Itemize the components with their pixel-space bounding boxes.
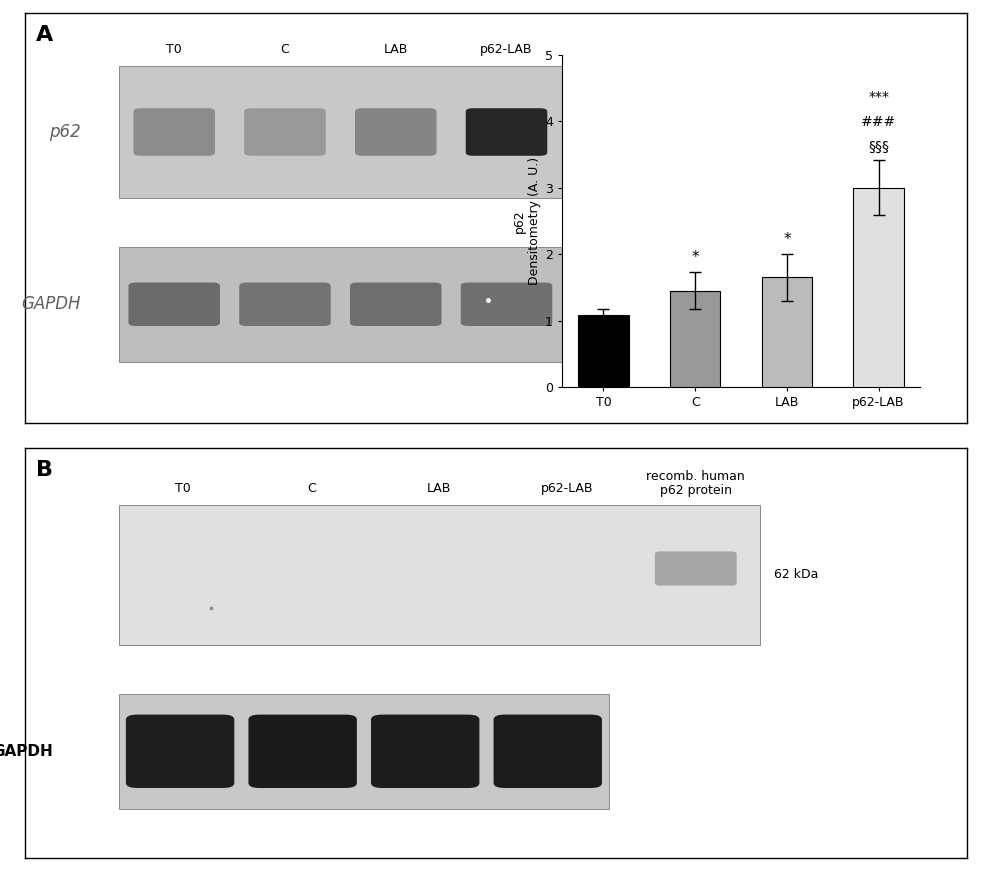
FancyBboxPatch shape bbox=[248, 714, 356, 788]
Text: B: B bbox=[36, 460, 53, 480]
Text: T0: T0 bbox=[175, 482, 191, 495]
Text: §§§: §§§ bbox=[868, 140, 889, 154]
Text: 62 kDa: 62 kDa bbox=[774, 569, 818, 582]
Text: recomb. human: recomb. human bbox=[646, 469, 745, 483]
Bar bbox=[853, 187, 903, 387]
Text: LAB: LAB bbox=[384, 44, 408, 56]
FancyBboxPatch shape bbox=[240, 282, 331, 326]
FancyBboxPatch shape bbox=[494, 714, 602, 788]
Bar bbox=[670, 291, 721, 387]
Text: 8 weeks treatment: 8 weeks treatment bbox=[728, 476, 846, 490]
Text: ###: ### bbox=[861, 115, 897, 129]
FancyBboxPatch shape bbox=[126, 714, 235, 788]
FancyBboxPatch shape bbox=[129, 282, 220, 326]
FancyBboxPatch shape bbox=[245, 108, 326, 156]
Text: C: C bbox=[306, 482, 315, 495]
Bar bbox=[119, 694, 609, 808]
Text: A: A bbox=[36, 25, 53, 45]
Bar bbox=[762, 277, 812, 387]
Bar bbox=[578, 315, 628, 387]
Text: p62: p62 bbox=[49, 123, 82, 141]
Bar bbox=[119, 505, 760, 645]
Text: C: C bbox=[281, 44, 290, 56]
Text: p62-LAB: p62-LAB bbox=[541, 482, 594, 495]
FancyBboxPatch shape bbox=[461, 282, 552, 326]
FancyBboxPatch shape bbox=[355, 108, 437, 156]
Text: GAPDH: GAPDH bbox=[0, 744, 53, 759]
Text: *: * bbox=[783, 233, 791, 247]
FancyBboxPatch shape bbox=[371, 714, 479, 788]
FancyBboxPatch shape bbox=[350, 282, 442, 326]
Text: ***: *** bbox=[868, 90, 889, 104]
Text: GAPDH: GAPDH bbox=[22, 295, 82, 314]
FancyBboxPatch shape bbox=[134, 108, 215, 156]
Bar bbox=[119, 246, 562, 361]
FancyBboxPatch shape bbox=[655, 551, 736, 585]
FancyBboxPatch shape bbox=[465, 108, 547, 156]
Bar bbox=[119, 66, 562, 198]
Text: p62-LAB: p62-LAB bbox=[480, 44, 533, 56]
Text: p62 protein: p62 protein bbox=[660, 484, 732, 497]
Y-axis label: p62
Densitometry (A. U.): p62 Densitometry (A. U.) bbox=[513, 157, 541, 285]
Text: T0: T0 bbox=[166, 44, 182, 56]
Text: LAB: LAB bbox=[427, 482, 452, 495]
Text: *: * bbox=[691, 250, 699, 266]
